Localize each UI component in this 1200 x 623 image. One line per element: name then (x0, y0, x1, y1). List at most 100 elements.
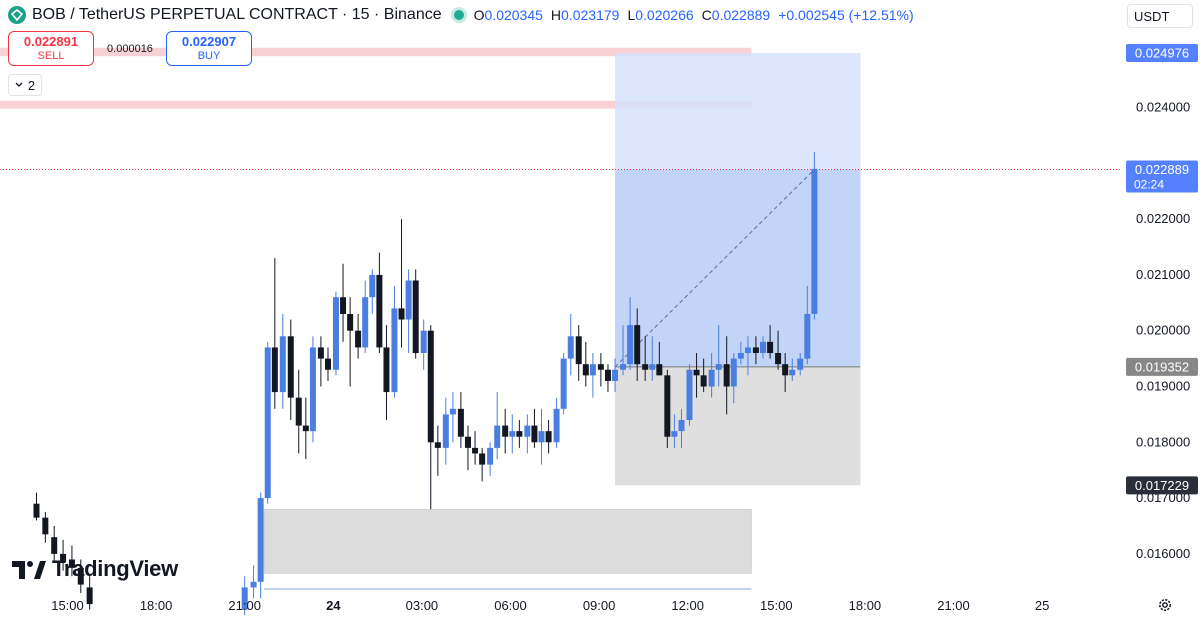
price-label-bg (1126, 357, 1198, 376)
close-label: C (701, 7, 712, 23)
candle-body (627, 325, 634, 365)
trade-panel: 0.022891 SELL 0.000016 0.022907 BUY (8, 31, 252, 66)
x-tick-label: 18:00 (849, 598, 882, 613)
high-label: H (550, 7, 562, 23)
collapse-indicators-button[interactable]: 2 (8, 74, 42, 96)
x-tick-label: 18:00 (140, 598, 173, 613)
bull-candle (589, 353, 596, 398)
candle-body (340, 297, 347, 314)
buy-label: BUY (197, 49, 221, 62)
bear-candle (434, 425, 441, 476)
candle-body (649, 364, 656, 370)
candle-body (427, 330, 434, 443)
bear-candle (664, 369, 671, 448)
candle-body (553, 408, 560, 443)
bull-candle (405, 269, 412, 354)
bear-candle (775, 330, 782, 370)
x-tick-label: 03:00 (406, 598, 439, 613)
bull-candle (744, 336, 751, 376)
sell-button[interactable]: 0.022891 SELL (8, 31, 94, 66)
symbol-logo-icon (8, 6, 26, 24)
bear-candle (604, 364, 611, 393)
bear-candle (582, 341, 589, 387)
candle-body (398, 308, 405, 320)
y-tick-label: 0.020000 (1136, 323, 1190, 338)
trade-path-line (614, 169, 815, 368)
sell-price: 0.022891 (23, 34, 79, 50)
buy-price: 0.022907 (181, 34, 237, 50)
bear-candle (464, 425, 471, 471)
price-label-bg (1126, 160, 1198, 193)
candle-body (656, 364, 663, 376)
candle-body (642, 364, 649, 370)
symbol-title[interactable]: BOB / TetherUS PERPETUAL CONTRACT · 15 ·… (32, 6, 442, 23)
bull-candle (332, 291, 339, 376)
candle-body (442, 414, 449, 448)
candle-body (737, 353, 744, 359)
bear-candle (51, 526, 58, 563)
bull-candle (391, 286, 398, 398)
candle-body (811, 168, 818, 314)
x-tick-label: 15:00 (760, 598, 793, 613)
bull-candle (730, 353, 737, 404)
candle-body (317, 347, 324, 359)
gear-icon[interactable] (1157, 597, 1173, 613)
candle-body (612, 369, 619, 381)
y-tick-label: 0.024000 (1136, 100, 1190, 115)
bull-candle (309, 336, 316, 443)
candle-body (77, 567, 84, 585)
bull-candle (620, 325, 627, 376)
candle-body (767, 341, 774, 354)
candle-body (620, 364, 627, 370)
candle-body (531, 425, 538, 443)
price-label-bg (1126, 476, 1198, 495)
candle-body (457, 408, 464, 437)
bear-candle (545, 419, 552, 454)
open-value: 0.020345 (484, 7, 543, 23)
bear-candle (502, 408, 509, 454)
bear-candle (42, 512, 49, 543)
candle-body (434, 442, 441, 448)
candle-body (797, 358, 804, 370)
candle-body (287, 336, 294, 398)
currency-selector[interactable]: USDT (1127, 4, 1193, 28)
candle-body (567, 336, 574, 359)
candle-body (589, 364, 596, 376)
bear-candle (295, 369, 302, 454)
bear-candle (33, 492, 40, 521)
candle-body (671, 431, 678, 437)
candle-body (472, 447, 479, 454)
axis-price-label: 0.019352 (1126, 357, 1198, 376)
sell-label: SELL (37, 49, 65, 62)
bear-candle (531, 408, 538, 448)
candle-body (582, 364, 589, 376)
bear-candle (324, 347, 331, 381)
x-tick-label: 06:00 (494, 598, 527, 613)
low-value: 0.020266 (635, 7, 694, 23)
candle-body (241, 587, 248, 610)
bull-candle (789, 358, 796, 381)
bear-candle (723, 336, 730, 415)
bull-candle (567, 313, 574, 376)
bear-candle (287, 319, 294, 420)
stop-zone (615, 366, 861, 486)
y-tick-label: 0.021000 (1136, 267, 1190, 282)
bear-candle (575, 325, 582, 381)
bull-candle (369, 269, 376, 314)
demand-zone (263, 508, 752, 574)
bear-candle (597, 353, 604, 387)
bull-candle (524, 414, 531, 454)
bull-candle (678, 408, 685, 448)
buy-button[interactable]: 0.022907 BUY (166, 31, 252, 66)
candle-body (257, 498, 264, 582)
price-label-text: 0.022889 (1135, 162, 1189, 177)
x-tick-label: 21:00 (937, 598, 970, 613)
candle-body (509, 431, 516, 437)
bull-candle (560, 353, 567, 415)
bull-candle (509, 414, 516, 454)
candle-body (250, 581, 257, 588)
bull-candle (804, 286, 811, 365)
candle-body (516, 431, 523, 437)
